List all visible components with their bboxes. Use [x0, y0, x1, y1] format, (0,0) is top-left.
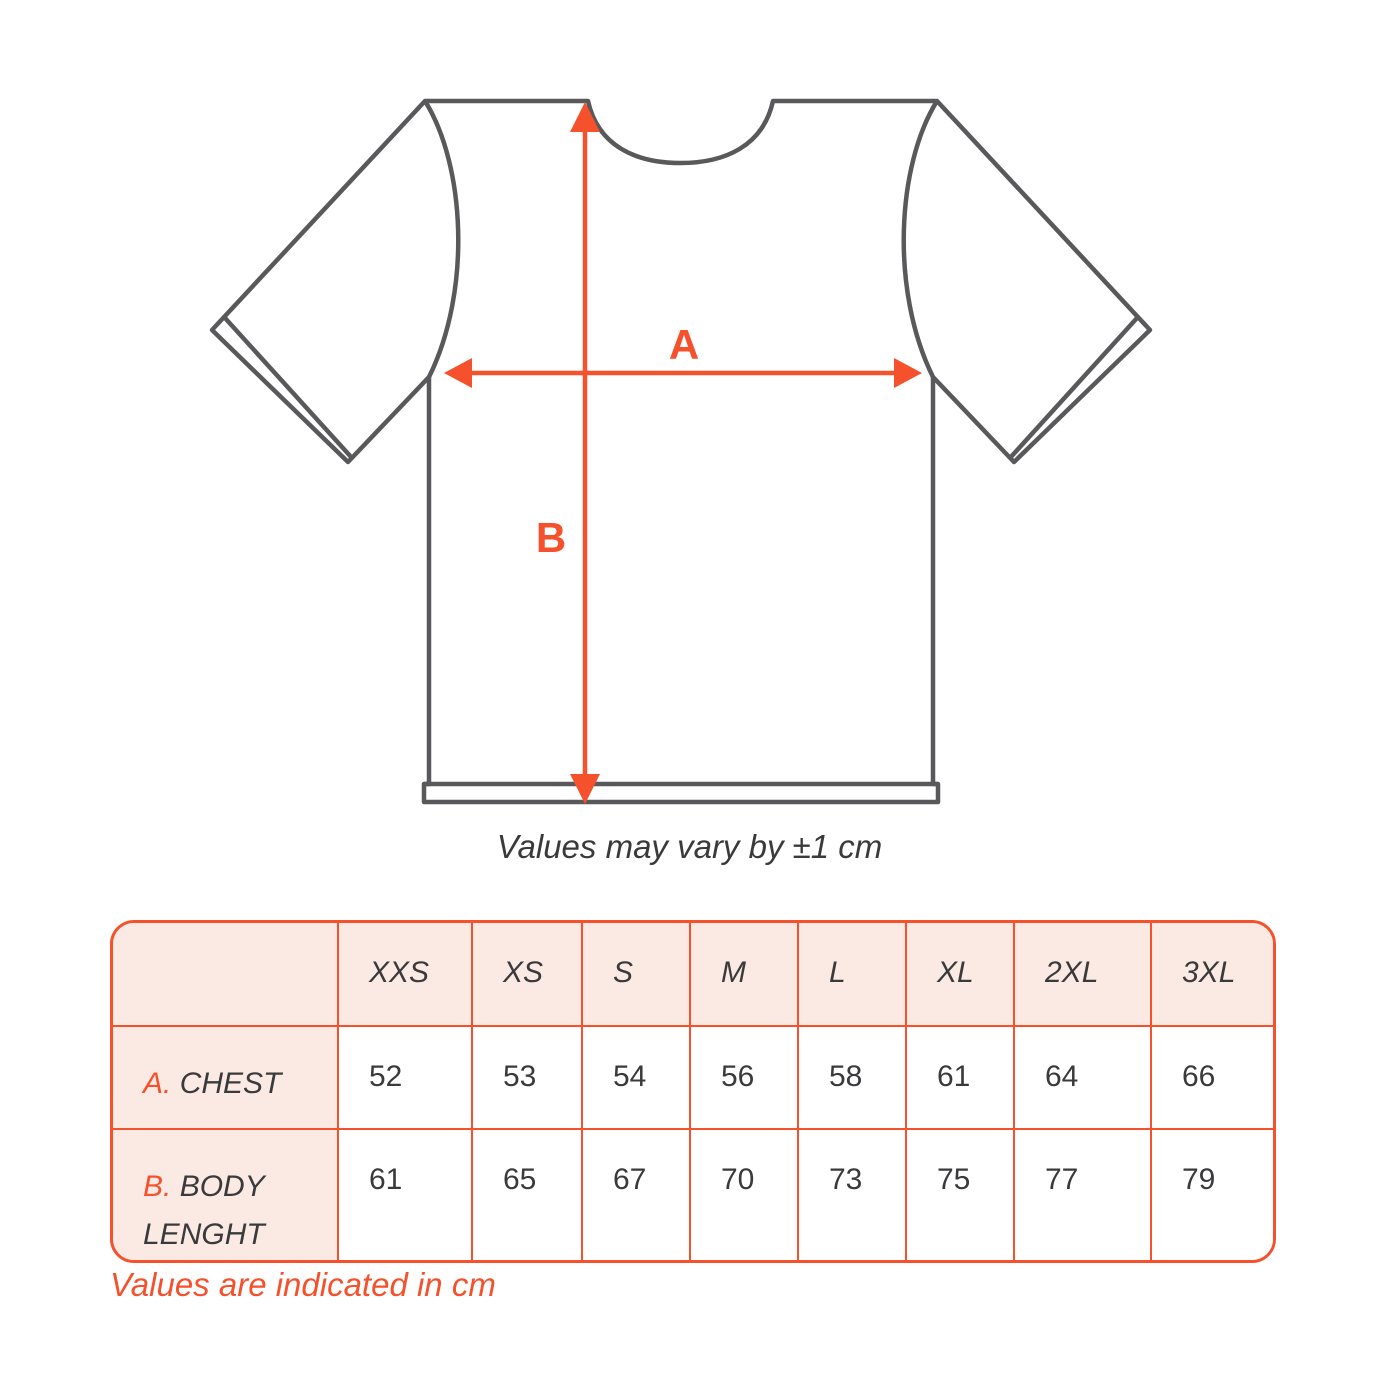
row-label-prefix: B. [143, 1170, 172, 1203]
size-header-cell: S [583, 923, 691, 1027]
corner-cell [113, 923, 339, 1027]
value-cell: 79 [1152, 1130, 1273, 1260]
value-cell: 65 [473, 1130, 583, 1260]
row-label-cell: B. BODY LENGHT [113, 1130, 339, 1260]
right-cuff-seam [1008, 316, 1139, 460]
tolerance-note: Values may vary by ±1 cm [496, 828, 883, 865]
value-cell: 61 [339, 1130, 473, 1260]
value-cell: 56 [691, 1027, 799, 1130]
size-header-cell: 3XL [1152, 923, 1273, 1027]
row-label-cell: A. CHEST [113, 1027, 339, 1130]
arrowhead-down [570, 774, 600, 804]
label-a: A [669, 321, 699, 368]
value-cell: 53 [473, 1027, 583, 1130]
left-cuff-seam [223, 316, 354, 460]
units-note: Values are indicated in cm [110, 1266, 496, 1303]
value-cell: 75 [907, 1130, 1015, 1260]
left-armscye-seam [423, 99, 461, 378]
value-cell: 54 [583, 1027, 691, 1130]
row-label-prefix: A. [143, 1067, 172, 1100]
right-armscye-seam [901, 99, 939, 378]
row-label-text: BODY LENGHT [143, 1170, 265, 1251]
row-label-text: CHEST [179, 1067, 282, 1100]
arrowhead-right [894, 358, 922, 388]
value-cell: 64 [1015, 1027, 1152, 1130]
tshirt-silhouette [209, 98, 1153, 805]
size-header-cell: M [691, 923, 799, 1027]
size-header-cell: L [799, 923, 907, 1027]
value-cell: 66 [1152, 1027, 1273, 1130]
measure-arrow-b [570, 102, 600, 804]
value-cell: 67 [583, 1130, 691, 1260]
value-cell: 73 [799, 1130, 907, 1260]
value-cell: 77 [1015, 1130, 1152, 1260]
value-cell: 61 [907, 1027, 1015, 1130]
arrowhead-left [444, 358, 472, 388]
size-header-cell: 2XL [1015, 923, 1152, 1027]
arrowhead-up [570, 102, 600, 132]
label-b: B [536, 514, 566, 561]
size-header-cell: XL [907, 923, 1015, 1027]
size-header-cell: XS [473, 923, 583, 1027]
value-cell: 52 [339, 1027, 473, 1130]
size-header-cell: XXS [339, 923, 473, 1027]
value-cell: 70 [691, 1130, 799, 1260]
measure-arrow-a [444, 358, 922, 388]
size-table: XXS XS S M L XL 2XL 3XL A. CHEST 52 53 54 56 58 61 64 66… [110, 920, 1276, 1263]
value-cell: 58 [799, 1027, 907, 1130]
tshirt-diagram: A B [209, 98, 1153, 805]
